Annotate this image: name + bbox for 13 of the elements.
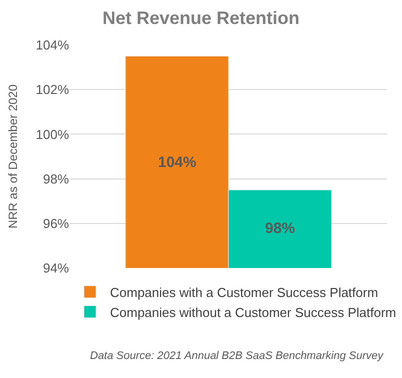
y-tick-label: 100% — [36, 126, 70, 142]
y-tick-label: 98% — [42, 171, 70, 186]
y-tick-label: 102% — [36, 82, 70, 98]
data-label: 104% — [158, 154, 196, 171]
y-tick-label: 96% — [42, 216, 70, 231]
y-tick-label: 104% — [36, 38, 70, 53]
data-label: 98% — [265, 220, 296, 237]
y-tick-label: 94% — [42, 260, 70, 276]
chart-title: Net Revenue Retention — [102, 8, 300, 28]
legend-label: Companies with a Customer Success Platform — [110, 284, 378, 300]
legend-label: Companies without a Customer Success Platform — [110, 304, 396, 320]
y-axis-title: NRR as of December 2020 — [6, 84, 20, 229]
source-note: Data Source: 2021 Annual B2B SaaS Benchmarking Survey — [90, 350, 385, 362]
